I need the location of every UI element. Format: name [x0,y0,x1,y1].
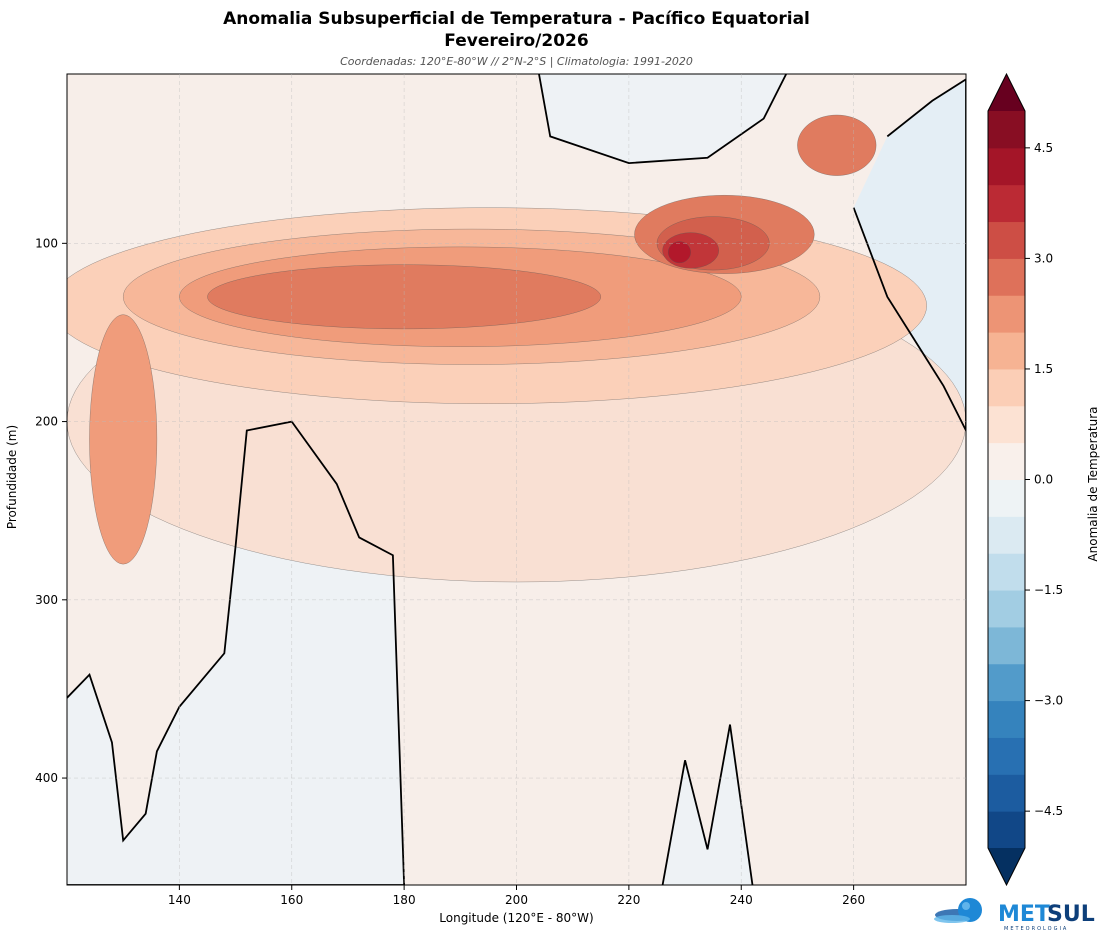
colorbar-tick-label: −4.5 [1034,804,1063,818]
colorbar-extend-top [988,74,1025,111]
colorbar: 4.5 3.0 1.5 0.0 −1.5 −3.0 −4.5 [987,72,1063,887]
colorbar-segment [988,442,1025,480]
y-axis-label: Profundidade (m) [5,424,19,530]
x-tick-label: 220 [617,893,640,907]
chart-subtitle: Coordenadas: 120°E-80°W // 2°N-2°S | Cli… [340,55,693,68]
logo-met: MET [998,902,1050,927]
negative-region-top-center [538,74,787,164]
x-axis-label: Longitude (120°E - 80°W) [439,911,594,925]
colorbar-segment [988,553,1025,591]
colorbar-tick-label: 1.5 [1034,362,1053,376]
axes: 140 160 180 200 220 240 260 100 200 300 400 [35,74,966,907]
x-tick-label: 180 [393,893,416,907]
colorbar-segment [988,111,1025,149]
colorbar-segment [988,405,1025,444]
colorbar-tick-label: −3.0 [1034,694,1063,708]
logo-sul: SUL [1047,902,1095,927]
x-tick-label: 240 [730,893,753,907]
colorbar-segment [988,626,1025,665]
y-tick-label: 400 [35,771,58,785]
anomaly-band-10 [89,314,158,565]
zero-contour-top-center [538,74,788,165]
colorbar-label: Anomalia de Temperatura (°C) [1086,406,1101,562]
zero-contour-east-near-coast [852,78,966,431]
colorbar-segment [988,811,1025,849]
metsul-logo: MET SUL METEOROLOGIA [934,898,1095,932]
colorbar-tick-label: 4.5 [1034,141,1053,155]
colorbar-segment [988,184,1025,223]
title-line-1: Anomalia Subsuperficial de Temperatura -… [223,9,810,29]
title-line-2: Fevereiro/2026 [444,31,589,51]
colorbar-extend-bottom [988,848,1025,885]
y-tick-label: 300 [35,593,58,607]
negative-region-east-near-coast [853,79,966,431]
y-tick-label: 200 [35,415,58,429]
colorbar-segment [988,700,1025,738]
colorbar-segment [988,221,1025,259]
chart-title: Anomalia Subsuperficial de Temperatura -… [67,8,966,52]
colorbar-segment [988,737,1025,775]
plot-area [67,74,966,885]
x-tick-label: 140 [168,893,191,907]
colorbar-segment [988,368,1025,407]
colorbar-segment [988,479,1025,517]
anomaly-band-8 [667,241,691,264]
colorbar-tick-label: −1.5 [1034,583,1063,597]
y-tick-label: 100 [35,236,58,250]
logo-tagline: METEOROLOGIA [1004,926,1068,932]
colorbar-segment [988,147,1025,186]
colorbar-segment [988,663,1025,702]
colorbar-segment [988,258,1025,296]
x-tick-label: 260 [842,893,865,907]
colorbar-segment [988,590,1025,628]
colorbar-segment [988,774,1025,812]
colorbar-frame [987,72,1026,887]
x-tick-label: 160 [280,893,303,907]
colorbar-tick-label: 0.0 [1034,473,1053,487]
anomaly-band-9 [797,114,877,176]
zero-contour-deep-center [661,724,754,885]
colorbar-segment [988,332,1025,370]
colorbar-segment [988,516,1025,554]
colorbar-segment [988,295,1025,333]
x-tick-label: 200 [505,893,528,907]
colorbar-tick-label: 3.0 [1034,251,1053,265]
